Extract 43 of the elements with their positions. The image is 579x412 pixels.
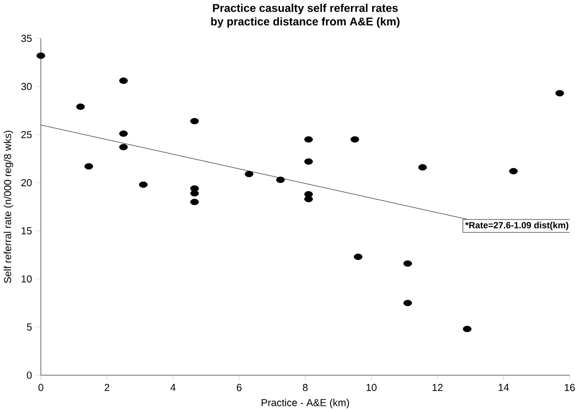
point [244,170,254,178]
point [119,144,128,150]
point [84,163,94,170]
point [354,254,362,260]
point [304,196,313,202]
point [76,104,85,110]
y-tick-label: 10 [22,275,32,283]
x-tick-label: 10 [366,384,377,392]
x-tick-label: 16 [564,384,575,392]
y-tick-label: 15 [22,227,32,234]
point [190,198,199,206]
y-tick-label: 5 [26,324,32,331]
x-axis-title: Practice - A&E (km) [262,398,349,408]
point [418,164,427,170]
x-tick-label: 0 [38,384,44,392]
y-tick-label: 0 [26,372,32,379]
point [304,158,313,165]
x-tick-label: 2 [104,384,110,392]
point [509,168,518,174]
point [304,136,313,143]
x-tick-label: 4 [170,384,176,391]
y-axis-title: Self referral rate (n/000 reg/8 wks) [4,130,14,283]
point [190,118,199,124]
point [36,52,46,59]
chart-title: Practice casualty self referral rates by practice distance from A&E (km) [211,4,400,28]
point [276,176,285,183]
x-tick-label: 14 [498,384,509,391]
point [462,326,472,332]
y-tick-label: 35 [21,34,32,42]
y-tick-label: 30 [21,82,32,90]
x-tick-label: 6 [236,384,242,392]
annotation: *Rate=27.6-1.09 dist(km) [465,222,568,230]
point [350,136,360,143]
point [119,78,128,84]
point [139,182,148,188]
y-tick-label: 25 [21,131,32,138]
point [403,300,412,306]
x-tick-label: 8 [302,384,308,392]
y-tick-label: 20 [21,179,32,186]
x-tick-label: 12 [432,384,443,392]
point [119,130,128,137]
point [190,190,199,196]
point [403,260,412,267]
